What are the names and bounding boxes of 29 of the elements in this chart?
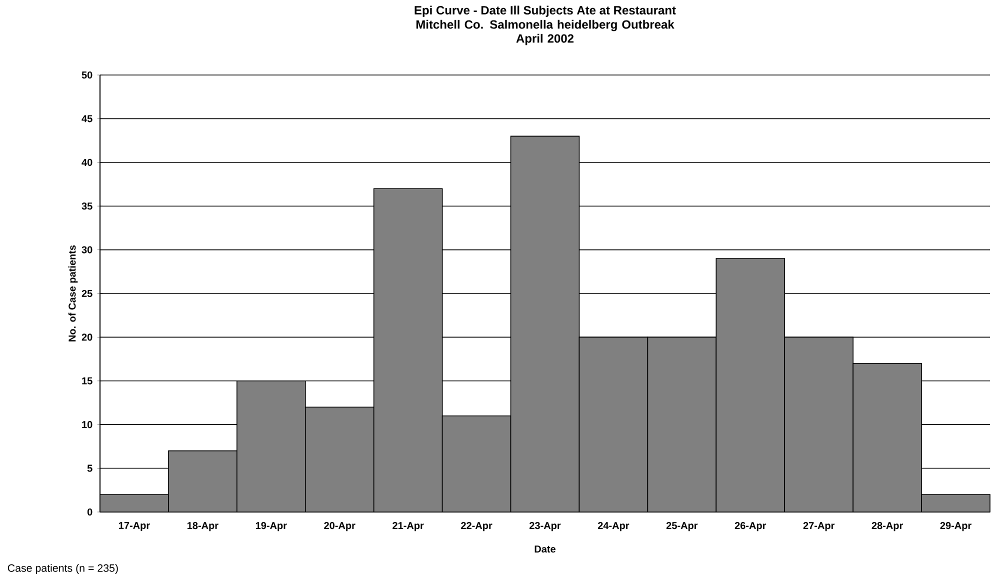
x-tick-label: 25-Apr (666, 522, 698, 532)
x-tick-label: 29-Apr (940, 522, 972, 532)
y-tick-label: 50 (82, 71, 92, 79)
x-tick-label: 20-Apr (324, 522, 356, 532)
x-tick-label: 26-Apr (734, 522, 766, 532)
x-tick-label: 17-Apr (119, 522, 150, 531)
text: Case patients (n = 235) (8, 564, 118, 574)
y-tick-label: 5 (87, 464, 92, 472)
x-tick-label: 18-Apr (187, 522, 218, 532)
y-tick-label: 45 (82, 115, 92, 122)
y-tick-label: 20 (82, 334, 92, 341)
y-tick-label: 40 (82, 158, 92, 166)
chart-title: Epi Curve - Date Ill Subjects Ate at Restaurant (414, 6, 676, 17)
x-tick-label: 19-Apr (256, 522, 287, 532)
x-tick-label: 23-Apr (530, 522, 561, 532)
y-tick-label: 25 (82, 290, 92, 298)
x-tick-label: 28-Apr (872, 522, 903, 532)
x-tick-label: 24-Apr (598, 522, 630, 532)
y-tick-label: 30 (82, 246, 92, 254)
x-tick-label: 22-Apr (461, 522, 492, 532)
chart-subtitle: Mitchell Co. Salmonella heidelberg Outbreak April 2002 (416, 20, 674, 46)
y-tick-label: 15 (82, 377, 92, 384)
x-tick-label: 21-Apr (392, 522, 424, 532)
y-axis-title: No. of Case patients (68, 245, 78, 342)
y-tick-label: 35 (82, 202, 92, 210)
x-tick-label: 27-Apr (803, 522, 835, 532)
x-axis-title: Date (534, 546, 556, 553)
y-tick-label: 0 (87, 508, 92, 516)
y-tick-label: 10 (82, 421, 92, 428)
